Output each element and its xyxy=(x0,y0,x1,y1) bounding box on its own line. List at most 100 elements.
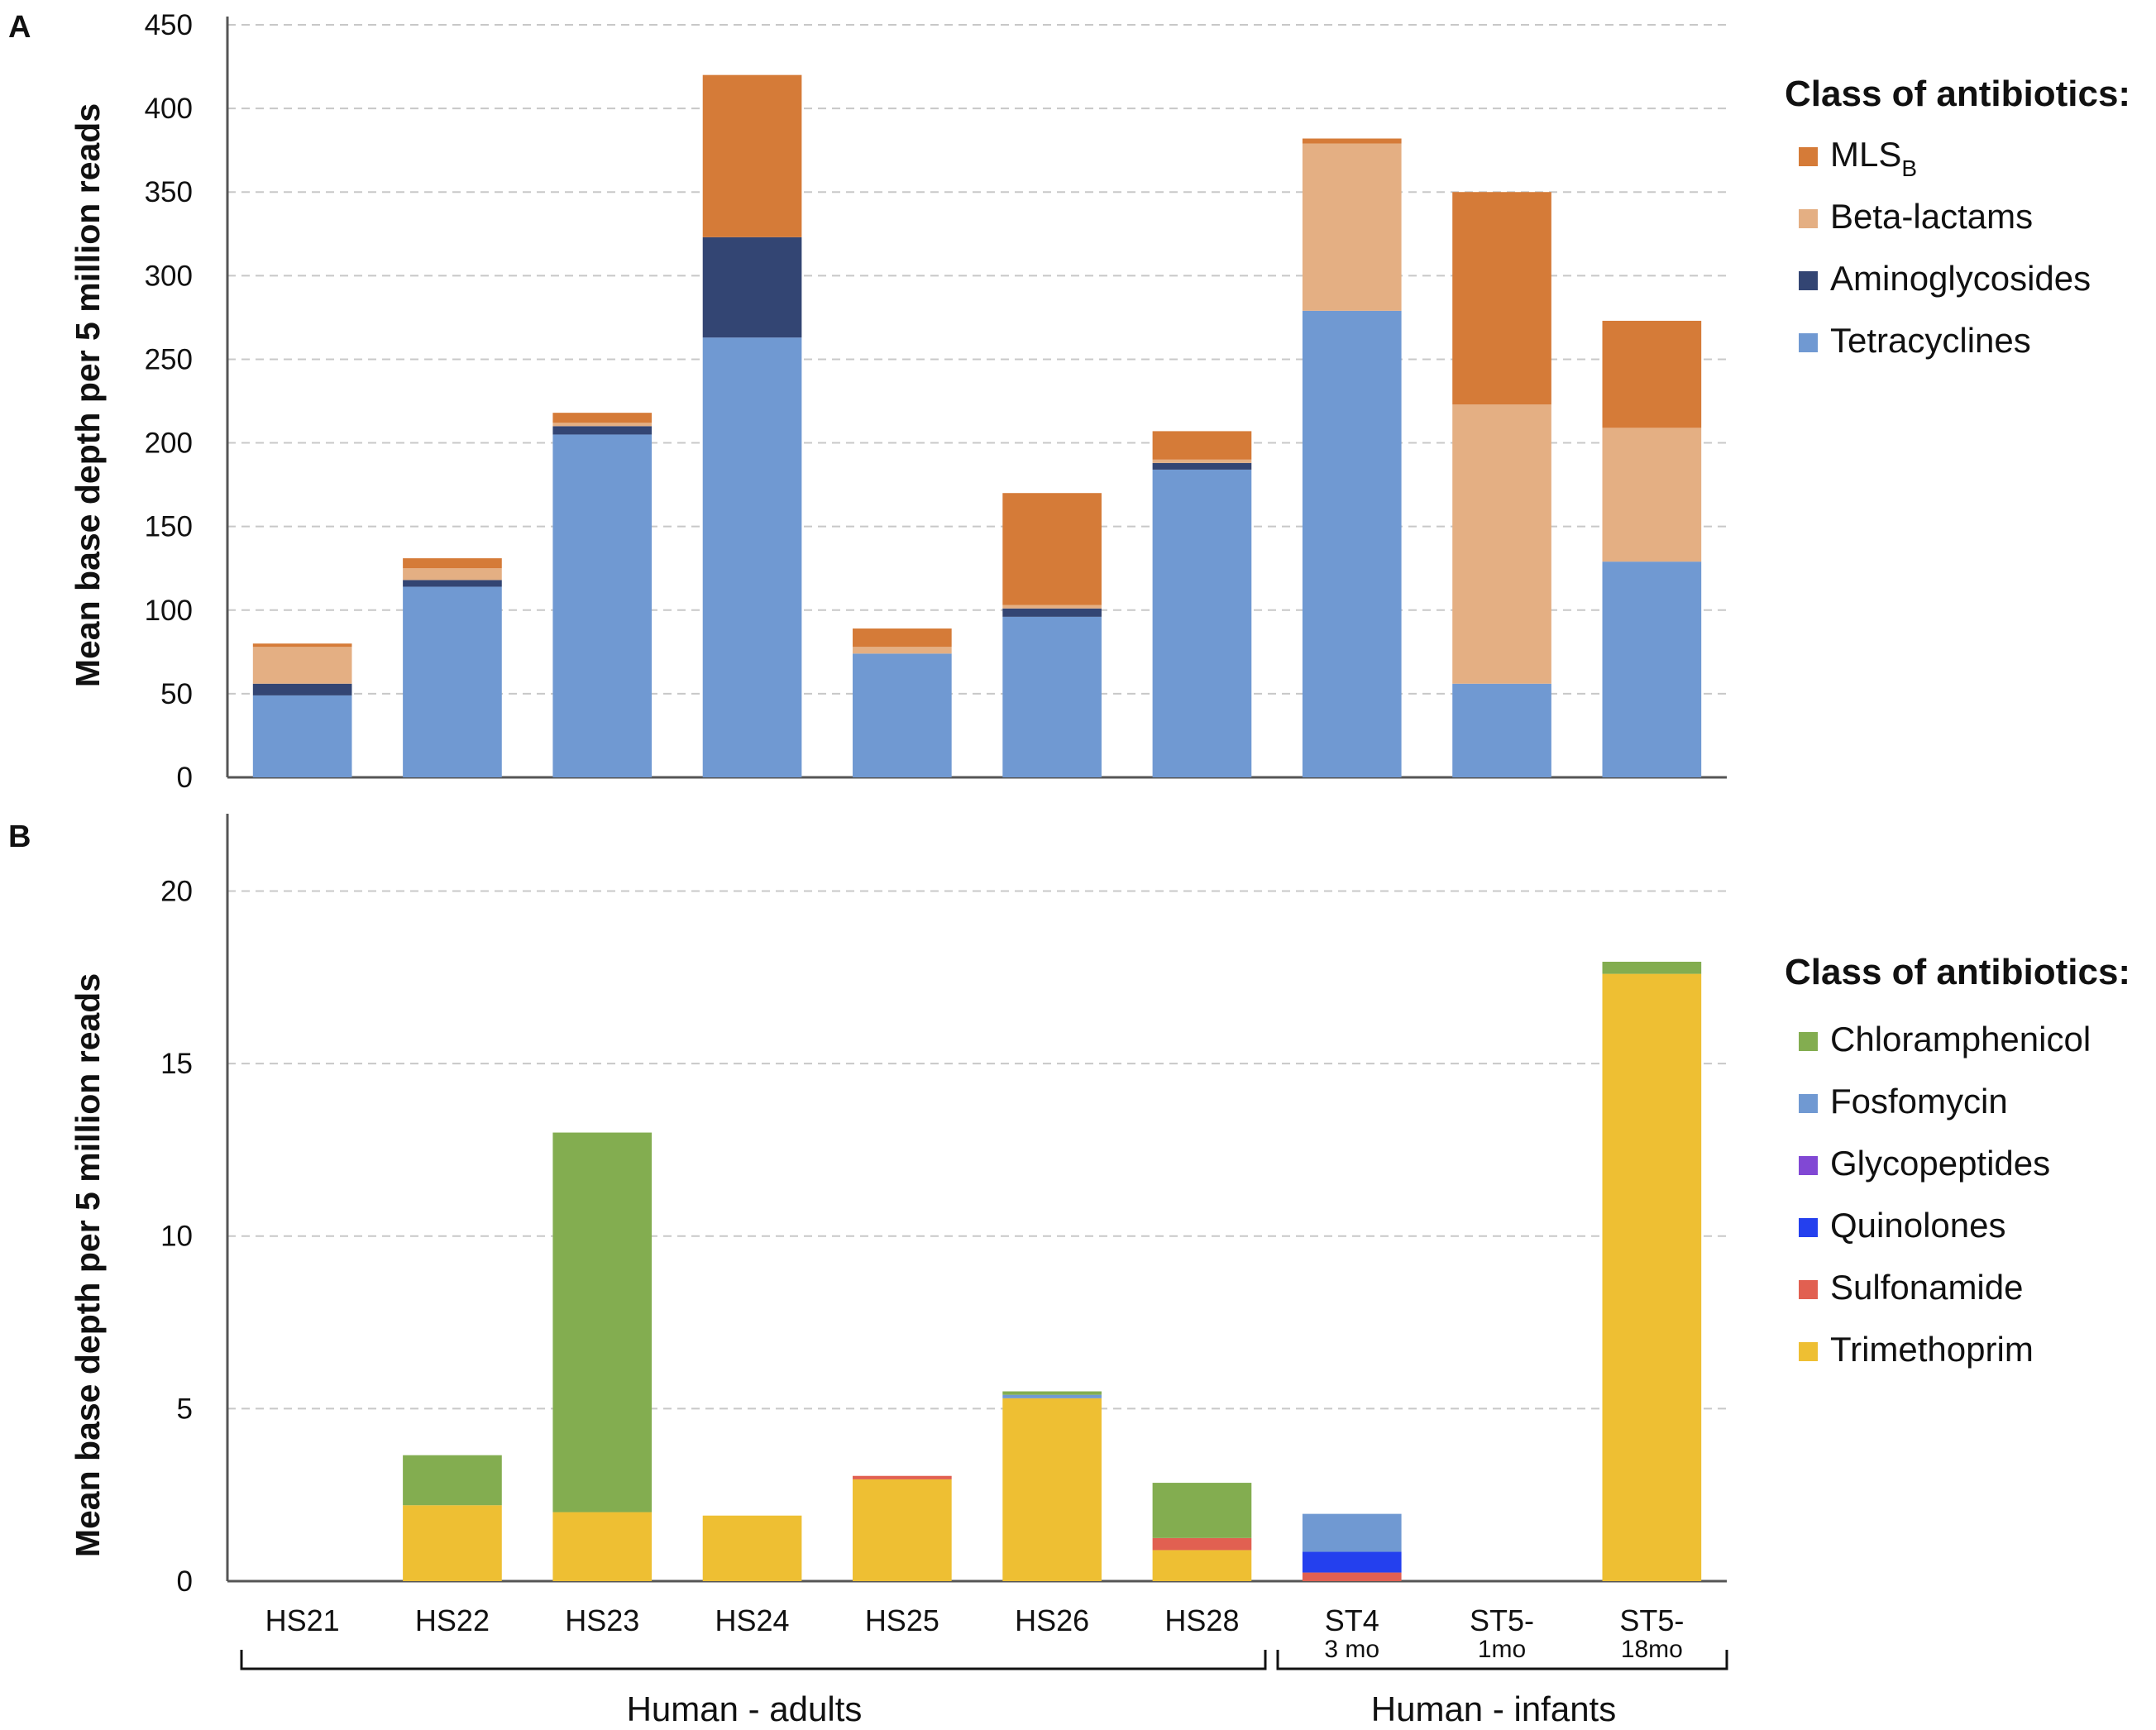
adults-bracket xyxy=(240,1650,1267,1670)
panel-a-bar-mls xyxy=(552,413,653,423)
panel-b-bar-sulfonamide xyxy=(853,1475,952,1479)
panel-a-bar-tetracyclines xyxy=(1452,683,1551,777)
panel-a-y-tick-label: 450 xyxy=(145,9,193,41)
panel-b-bar-trimethoprim xyxy=(1152,1550,1252,1581)
x-category-sublabel: 3 mo xyxy=(1324,1636,1379,1663)
panel-a-y-tick-label: 400 xyxy=(145,93,193,125)
panel-a-legend: Class of antibiotics: MLSB Beta-lactams Ami… xyxy=(1785,74,2130,360)
panel-b-bar-chloramphenicol xyxy=(1152,1483,1252,1538)
x-category-sublabel: 1mo xyxy=(1478,1636,1526,1663)
panel-b-bar-chloramphenicol xyxy=(1002,1391,1102,1395)
panel-a-y-tick-label: 350 xyxy=(145,176,193,208)
panel-a-legend-subscript: B xyxy=(1901,155,1917,181)
x-category-sublabel: 18mo xyxy=(1621,1636,1683,1663)
panel-b-y-tick-label: 5 xyxy=(177,1393,193,1425)
panel-b-bar-trimethoprim xyxy=(1602,973,1702,1581)
panel-a-bar-mls xyxy=(1002,493,1102,605)
x-category-label: HS26 xyxy=(1015,1603,1089,1637)
panel-b-y-axis-label: Mean base depth per 5 million reads xyxy=(69,973,107,1557)
panel-b-legend-label: Glycopeptides xyxy=(1830,1144,2050,1183)
panel-a-legend-title: Class of antibiotics: xyxy=(1785,74,2130,114)
panel-b-legend-swatch xyxy=(1799,1156,1818,1175)
panel-a-bar-beta-lactams xyxy=(403,568,502,581)
panel-b-bar-trimethoprim xyxy=(853,1479,952,1581)
group-brackets xyxy=(240,1650,1728,1670)
panel-a-legend-swatch xyxy=(1799,147,1818,166)
panel-a-bar-aminoglycosides xyxy=(1152,462,1252,470)
panel-a-legend-label: Aminoglycosides xyxy=(1830,259,2091,298)
panel-b-legend-swatch xyxy=(1799,1280,1818,1299)
panel-a-y-tick-label: 300 xyxy=(145,260,193,292)
panel-a-bar-tetracyclines xyxy=(403,586,502,777)
panel-a-bar-aminoglycosides xyxy=(1002,608,1102,617)
panel-a-y-tick-label: 150 xyxy=(145,511,193,543)
panel-a-bar-beta-lactams xyxy=(252,647,352,684)
panel-a-bar-tetracyclines xyxy=(1602,562,1702,777)
panel-a-bar-tetracyclines xyxy=(1302,310,1402,777)
panel-b-y-tick-label: 10 xyxy=(160,1221,193,1253)
panel-b-bar-trimethoprim xyxy=(552,1512,653,1581)
panel-a-legend-swatch xyxy=(1799,333,1818,352)
panel-a-y-tick-label: 250 xyxy=(145,343,193,375)
panel-a-y-tick-label: 100 xyxy=(145,595,193,627)
panel-b-legend-label: Chloramphenicol xyxy=(1830,1020,2091,1059)
panel-a-bar-tetracyclines xyxy=(1002,616,1102,777)
panel-b-bar-sulfonamide xyxy=(1152,1537,1252,1551)
panel-a-bar-beta-lactams xyxy=(1452,404,1551,684)
x-category-label: HS28 xyxy=(1164,1603,1239,1637)
panel-b-bar-quinolones xyxy=(1302,1551,1402,1573)
x-category-label: HS21 xyxy=(265,1603,340,1637)
panel-a-legend-label: MLSB xyxy=(1830,135,1917,181)
infants-bracket xyxy=(1276,1650,1728,1670)
panel-a-bar-mls xyxy=(1302,138,1402,144)
panel-a-bar-beta-lactams xyxy=(1002,605,1102,609)
panel-a-bar-mls xyxy=(403,558,502,569)
panel-a-bar-beta-lactams xyxy=(1302,143,1402,311)
panel-b-y-tick-label: 0 xyxy=(177,1565,193,1598)
panel-a-chart: 0 50 100 150 200 250 300 350 400 450 xyxy=(145,9,1727,794)
panel-a-bar-beta-lactams xyxy=(853,647,952,654)
panel-a-bar-tetracyclines xyxy=(552,434,653,777)
panel-a-bar-beta-lactams xyxy=(1602,428,1702,562)
panel-a-bar-mls xyxy=(1152,431,1252,460)
panel-b-bar-trimethoprim xyxy=(1002,1398,1102,1581)
panel-b-bar-fosfomycin xyxy=(1302,1513,1402,1552)
x-category-label: HS22 xyxy=(415,1603,490,1637)
panel-a-y-tick-label: 50 xyxy=(160,678,193,710)
panel-label-a: A xyxy=(8,10,31,45)
panel-b-bar-sulfonamide xyxy=(1302,1572,1402,1581)
panel-a-bar-aminoglycosides xyxy=(403,580,502,587)
panel-a-bar-aminoglycosides xyxy=(252,683,352,695)
panel-a-bar-tetracyclines xyxy=(1152,469,1252,777)
panel-a-bar-aminoglycosides xyxy=(552,426,653,435)
panel-b-legend-swatch xyxy=(1799,1094,1818,1113)
panel-a-bar-tetracyclines xyxy=(853,653,952,777)
panel-b-bar-trimethoprim xyxy=(702,1515,802,1581)
x-category-label: HS24 xyxy=(715,1603,790,1637)
panel-a-y-axis-label: Mean base depth per 5 million reads xyxy=(69,103,107,687)
panel-a-bar-mls xyxy=(1602,320,1702,428)
panel-b-bar-chloramphenicol xyxy=(403,1455,502,1506)
group-label-adults: Human - adults xyxy=(627,1689,863,1728)
panel-b-chart: 0 5 10 15 20 xyxy=(160,814,1727,1598)
panel-a-bar-mls xyxy=(702,74,802,237)
panel-b-bar-chloramphenicol xyxy=(1602,961,1702,974)
panel-a-legend-swatch xyxy=(1799,271,1818,290)
panel-a-legend-label: Beta-lactams xyxy=(1830,197,2033,236)
panel-a-bar-beta-lactams xyxy=(552,423,653,427)
panel-a-bar-mls xyxy=(853,628,952,648)
x-category-label: HS25 xyxy=(865,1603,939,1637)
panel-b-bar-trimethoprim xyxy=(403,1505,502,1581)
panel-label-b: B xyxy=(8,820,31,854)
x-category-label: HS23 xyxy=(565,1603,639,1637)
panel-a-bar-tetracyclines xyxy=(252,695,352,777)
group-label-infants: Human - infants xyxy=(1371,1689,1616,1728)
panel-a-bar-aminoglycosides xyxy=(702,237,802,338)
panel-b-legend-title: Class of antibiotics: xyxy=(1785,952,2130,992)
panel-a-y-tick-label: 0 xyxy=(177,762,193,794)
panel-b-legend-swatch xyxy=(1799,1218,1818,1237)
panel-a-y-tick-label: 200 xyxy=(145,428,193,460)
panel-b-legend-label: Sulfonamide xyxy=(1830,1268,2023,1307)
